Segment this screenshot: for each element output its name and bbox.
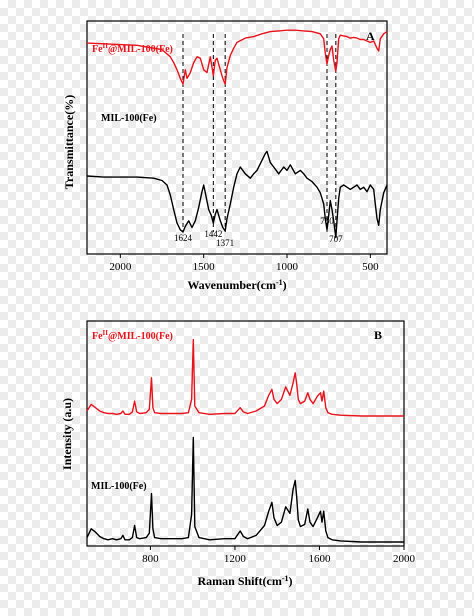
plot-frame-b (86, 320, 405, 547)
series-line-red-a (86, 29, 388, 85)
x-axis-title-a-main: Wavenumber(cm (187, 278, 276, 292)
x-tick-label-b: 800 (142, 553, 159, 565)
peak-label-a: 707 (329, 234, 343, 244)
y-axis-title-a: Transmittance(%) (62, 95, 76, 189)
series-b (86, 338, 404, 543)
plot-frame-a (86, 20, 388, 255)
series-line-black-a (86, 150, 388, 239)
y-axis-title-b: Intensity (a.u) (60, 398, 74, 470)
peak-label-a: 1442 (204, 229, 222, 239)
series-label-red-b-prefix: Fe (92, 331, 103, 342)
x-axis-title-b-close: ) (289, 574, 293, 588)
series-label-red-a-sup: II (103, 42, 109, 50)
series-a (86, 29, 388, 239)
panel-b: B Intensity (a.u) Raman Shift(cm-1) FeII… (60, 320, 416, 589)
series-label-black-a: MIL-100(Fe) (101, 113, 157, 124)
x-axis-title-b-sup: -1 (282, 574, 289, 583)
x-tick-label-b: 1200 (224, 553, 247, 565)
peak-label-a: 1371 (216, 238, 234, 248)
x-tick-label-b: 1600 (308, 553, 331, 565)
x-tick-label-a: 1000 (276, 261, 299, 273)
series-line-black-b (86, 436, 404, 543)
x-ticks-b: 800 1200 1600 2000 (142, 546, 416, 565)
peak-label-a: 1624 (174, 233, 193, 243)
panel-letter-b: B (374, 328, 382, 342)
x-tick-label-a: 1500 (193, 261, 216, 273)
x-axis-title-a: Wavenumber(cm-1) (187, 278, 286, 293)
series-label-black-b: MIL-100(Fe) (91, 481, 147, 492)
series-label-red-b-sup: II (103, 329, 109, 337)
series-line-red-b (86, 338, 404, 417)
panel-letter-a: A (366, 29, 375, 43)
x-tick-label-a: 2000 (109, 261, 132, 273)
x-axis-title-b: Raman Shift(cm-1) (198, 574, 293, 589)
x-axis-title-b-main: Raman Shift(cm (198, 574, 282, 588)
reference-lines-a (182, 34, 337, 232)
series-label-red-a-prefix: Fe (92, 44, 103, 55)
peak-label-a: 760 (320, 216, 334, 226)
series-label-red-b: FeII@MIL-100(Fe) (92, 329, 173, 342)
panel-a: A Transmittance(%) Wavenumber(cm-1) FeII… (62, 20, 388, 293)
x-axis-title-a-close: ) (283, 278, 287, 292)
series-label-red-a-suffix: @MIL-100(Fe) (108, 44, 173, 55)
x-axis-title-a-sup: -1 (276, 278, 283, 287)
series-label-red-b-suffix: @MIL-100(Fe) (108, 331, 173, 342)
x-tick-label-a: 500 (362, 261, 379, 273)
x-ticks-a: 2000 1500 1000 500 (109, 254, 379, 273)
series-label-red-a: FeII@MIL-100(Fe) (92, 42, 173, 55)
x-tick-label-b: 2000 (393, 553, 416, 565)
